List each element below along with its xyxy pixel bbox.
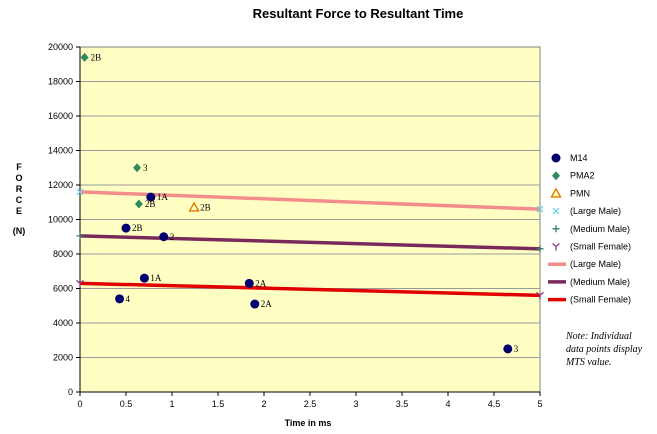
legend-label: PMA2 <box>570 171 595 181</box>
data-point <box>244 278 254 288</box>
y-axis-label-letter: O <box>15 173 22 183</box>
data-point <box>146 192 156 202</box>
data-point <box>134 199 143 209</box>
x-tick-label: 4 <box>445 399 450 409</box>
y-axis-label-letter: R <box>16 184 23 194</box>
x-tick-label: 5 <box>537 399 542 409</box>
y-axis-label-letter: C <box>16 195 23 205</box>
data-point <box>76 188 84 196</box>
data-point <box>121 223 131 233</box>
y-tick-label: 6000 <box>53 284 73 294</box>
point-label: 3 <box>143 163 148 173</box>
data-point <box>159 232 169 242</box>
data-point <box>503 344 513 354</box>
data-point <box>552 225 560 233</box>
legend: M14 PMA2 PMN (Large Male) (Medium Male) (Smal… <box>548 153 631 305</box>
legend-label: PMN <box>570 188 590 198</box>
data-point <box>139 273 149 283</box>
x-tick-label: 4.5 <box>488 399 501 409</box>
x-tick-label: 0 <box>77 399 82 409</box>
data-point <box>552 243 560 251</box>
fit-line <box>79 234 541 251</box>
fit-lines <box>79 190 541 298</box>
y-axis-unit: (N) <box>13 226 26 236</box>
data-point <box>536 205 544 213</box>
point-label: 2 <box>170 232 175 242</box>
data-point <box>133 163 142 173</box>
y-tick-label: 20000 <box>48 42 73 52</box>
data-point <box>80 52 89 62</box>
x-tick-label: 3 <box>353 399 358 409</box>
x-tick-label: 2.5 <box>304 399 317 409</box>
point-label: 2B <box>132 223 143 233</box>
x-tick-label: 3.5 <box>396 399 409 409</box>
y-tick-label: 4000 <box>53 318 73 328</box>
legend-label: (Small Female) <box>570 295 631 305</box>
y-tick-label: 12000 <box>48 180 73 190</box>
point-label: 4 <box>126 294 131 304</box>
x-tick-label: 0.5 <box>120 399 133 409</box>
x-tick-label: 1 <box>169 399 174 409</box>
legend-label: (Medium Male) <box>570 277 630 287</box>
y-tick-label: 18000 <box>48 77 73 87</box>
point-label: 3 <box>514 344 519 354</box>
legend-label: (Small Female) <box>570 242 631 252</box>
chart-note: Note: Individual data points display MTS… <box>565 331 643 368</box>
point-label: 2B <box>200 202 211 212</box>
data-point <box>551 153 561 163</box>
fit-line <box>79 190 541 211</box>
x-tick-label: 2 <box>261 399 266 409</box>
legend-label: (Medium Male) <box>570 224 630 234</box>
legend-label: (Large Male) <box>570 206 621 216</box>
chart-title: Resultant Force to Resultant Time <box>253 6 464 21</box>
y-tick-label: 8000 <box>53 249 73 259</box>
legend-label: M14 <box>570 153 588 163</box>
note-line: data points display <box>566 344 643 355</box>
data-point <box>76 279 84 288</box>
note-line: Note: Individual <box>565 331 632 342</box>
point-label: 1A <box>157 192 169 202</box>
x-tick-label: 1.5 <box>212 399 225 409</box>
x-axis-label: Time in ms <box>285 418 332 428</box>
point-label: 2A <box>261 299 273 309</box>
y-tick-label: 2000 <box>53 353 73 363</box>
y-tick-label: 10000 <box>48 215 73 225</box>
y-tick-label: 16000 <box>48 111 73 121</box>
y-tick-label: 14000 <box>48 146 73 156</box>
y-axis-label-letter: E <box>16 206 22 216</box>
data-point <box>550 187 562 198</box>
note-line: MTS value. <box>565 357 612 368</box>
data-point <box>188 201 200 212</box>
data-point <box>536 291 544 300</box>
axes: 0 2000 4000 6000 8000 10000 12000 14000 16000 180… <box>48 42 543 409</box>
data-point <box>552 171 560 181</box>
y-axis-label-letter: F <box>16 162 22 172</box>
fit-line <box>79 281 541 298</box>
legend-label: (Large Male) <box>570 259 621 269</box>
point-label: 2B <box>145 199 156 209</box>
y-tick-label: 0 <box>68 387 73 397</box>
data-point <box>250 299 260 309</box>
data-point <box>552 207 560 215</box>
data-point <box>536 245 544 253</box>
data-point <box>115 294 125 304</box>
data-point <box>76 232 84 240</box>
point-label: 2B <box>91 52 102 62</box>
point-label: 2A <box>255 278 267 288</box>
point-label: 1A <box>150 273 162 283</box>
y-axis-label: F O R C E (N) <box>13 162 26 236</box>
